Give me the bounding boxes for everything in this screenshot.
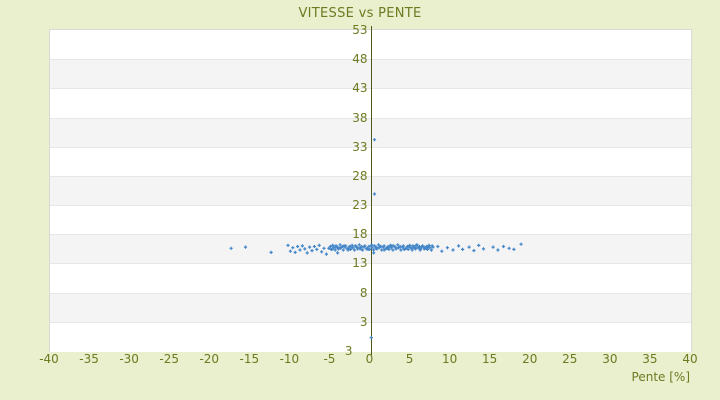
gridline	[50, 322, 691, 323]
x-tick-label: 35	[642, 352, 658, 366]
x-tick-label: -5	[323, 352, 336, 366]
y-tick-label: 23	[352, 198, 368, 213]
x-axis-title: Pente [%]	[631, 370, 690, 384]
y-tick-label: 13	[352, 256, 368, 271]
gridline	[50, 234, 691, 235]
x-tick-label: 5	[405, 352, 414, 366]
plot-band	[50, 88, 691, 119]
plot-band	[50, 292, 691, 323]
plot-band	[50, 146, 691, 177]
y-tick-label: 43	[352, 81, 368, 96]
gridline	[50, 88, 691, 89]
gridline	[50, 205, 691, 206]
x-tick-label: 40	[682, 352, 698, 366]
x-tick-label: 25	[562, 352, 578, 366]
x-tick-label: -40	[39, 352, 59, 366]
gridline	[50, 293, 691, 294]
plot-band	[50, 59, 691, 90]
y-tick-label: 18	[352, 227, 368, 242]
y-tick-label: 8	[359, 285, 368, 300]
gridline	[50, 147, 691, 148]
y-tick-label: 3	[359, 314, 368, 329]
gridline	[50, 59, 691, 60]
x-tick-label: -25	[159, 352, 179, 366]
plot-band	[50, 175, 691, 207]
x-tick-label: -15	[239, 352, 260, 366]
x-tick-label: -10	[279, 352, 300, 366]
y-axis-line	[371, 26, 372, 355]
x-tick-label: -30	[119, 352, 139, 366]
data-point-markers	[229, 138, 523, 340]
y-tick-label: 33	[352, 139, 368, 154]
plot-band	[50, 205, 691, 236]
y-tick-label: 3	[344, 344, 353, 358]
x-tick-label: -20	[199, 352, 220, 366]
plot-band	[50, 321, 691, 352]
y-tick-label: 28	[352, 168, 368, 183]
x-tick-label: 30	[602, 352, 618, 366]
chart-title: VITESSE vs PENTE	[298, 6, 422, 21]
gridline	[50, 176, 691, 177]
plot-band	[50, 30, 691, 61]
x-tick-label: 15	[482, 352, 498, 366]
y-tick-label: 38	[352, 110, 368, 125]
gridline	[50, 118, 691, 119]
x-axis-ticks: -40 -35 -30 -25 -20 -15 -10 -5 0 5 10 15 20 25 30 35 40	[39, 352, 697, 368]
x-tick-label: -35	[79, 352, 99, 366]
scatter-points	[229, 138, 523, 340]
plot-band	[50, 263, 691, 294]
gridline	[50, 263, 691, 264]
x-tick-label: 20	[522, 352, 538, 366]
plot-band	[50, 117, 691, 148]
x-tick-label: 10	[441, 352, 458, 366]
x-tick-label: 0	[365, 352, 374, 366]
y-tick-label: 53	[352, 23, 368, 37]
y-tick-label: 48	[352, 52, 368, 67]
